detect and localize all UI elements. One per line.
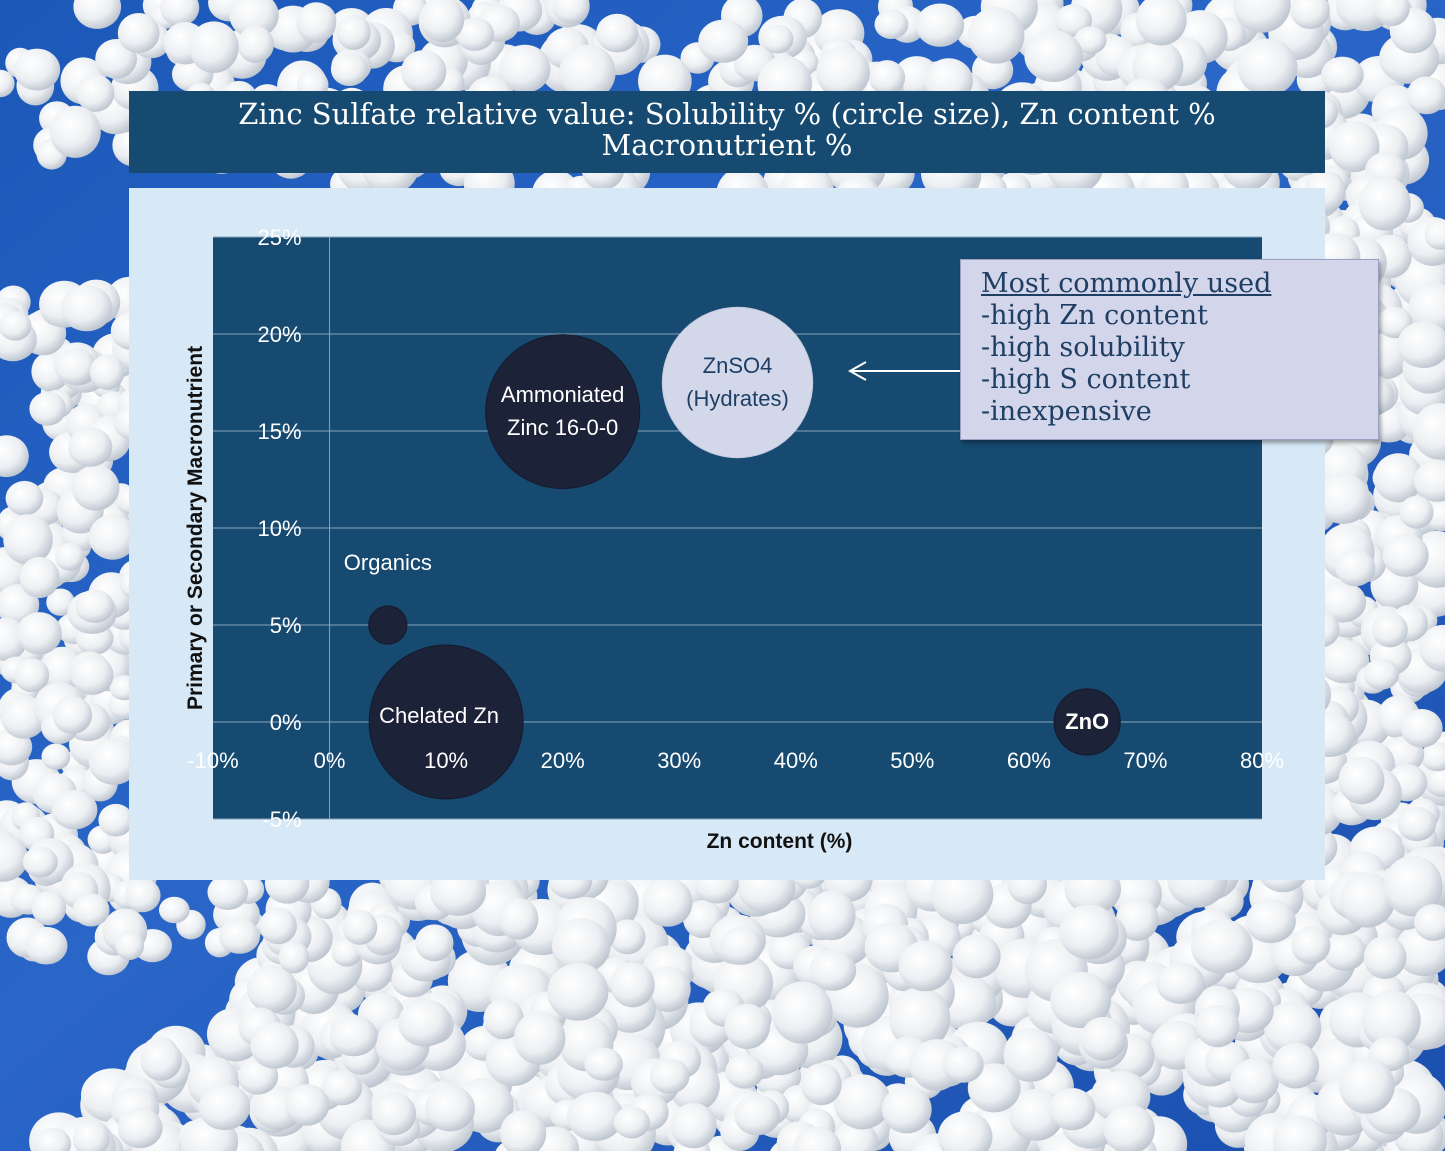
bubble <box>661 306 814 459</box>
bubble-label: Ammoniated <box>501 382 625 407</box>
x-axis-title: Zn content (%) <box>707 830 853 853</box>
x-tick-label: 0% <box>314 748 346 773</box>
bubble-label: Organics <box>344 550 432 575</box>
bubble-label: ZnSO4 <box>703 353 773 378</box>
chart-title-banner: Zinc Sulfate relative value: Solubility … <box>129 91 1325 173</box>
callout-heading: Most commonly used <box>981 268 1272 299</box>
x-tick-label: 70% <box>1123 748 1167 773</box>
callout-arrow <box>847 361 962 381</box>
bubble <box>368 644 524 800</box>
y-tick-label: -5% <box>262 807 301 832</box>
x-tick-label: 80% <box>1240 748 1284 773</box>
x-tick-label: 60% <box>1007 748 1051 773</box>
x-tick-label: -10% <box>187 748 238 773</box>
bubble <box>368 605 408 645</box>
y-tick-label: 20% <box>258 322 302 347</box>
bubble-label: ZnO <box>1065 709 1109 734</box>
bubble <box>1053 688 1121 756</box>
y-tick-label: 5% <box>270 613 302 638</box>
y-tick-label: 25% <box>258 225 302 250</box>
bubble <box>485 334 641 490</box>
x-tick-label: 40% <box>774 748 818 773</box>
callout-item: -high S content <box>981 364 1191 395</box>
x-tick-label: 50% <box>890 748 934 773</box>
x-tick-label: 20% <box>541 748 585 773</box>
callout-item: -high Zn content <box>981 300 1208 331</box>
chart-title-line2: Macronutrient % <box>601 128 853 162</box>
chart-title-line1: Zinc Sulfate relative value: Solubility … <box>238 97 1216 131</box>
most-commonly-used-callout: Most commonly used -high Zn content -hig… <box>960 259 1379 440</box>
callout-item: -inexpensive <box>981 396 1152 427</box>
y-axis-title: Primary or Secondary Macronutrient <box>184 346 207 710</box>
bubble-label: Zinc 16-0-0 <box>507 415 618 440</box>
x-tick-label: 10% <box>424 748 468 773</box>
bubble-label: (Hydrates) <box>686 386 789 411</box>
x-tick-label: 30% <box>657 748 701 773</box>
bubble-label: Chelated Zn <box>379 703 499 728</box>
y-tick-label: 0% <box>270 710 302 735</box>
y-tick-label: 15% <box>258 419 302 444</box>
callout-item: -high solubility <box>981 332 1185 363</box>
y-tick-label: 10% <box>258 516 302 541</box>
